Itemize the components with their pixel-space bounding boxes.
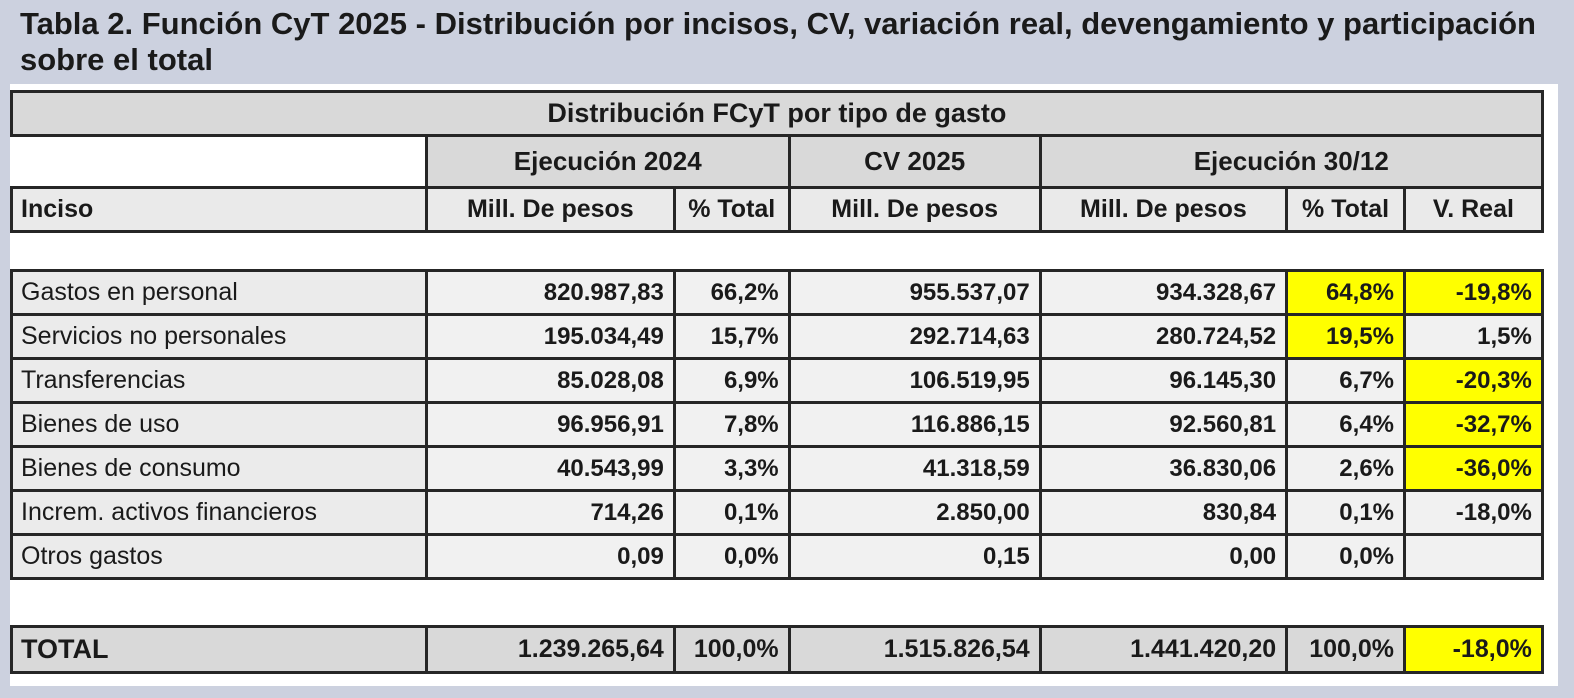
table-caption: Distribución FCyT por tipo de gasto: [10, 90, 1544, 137]
row-label: Transferencias: [10, 357, 428, 404]
value-cell: 0,00: [1038, 533, 1289, 580]
value-cell: 280.724,52: [1038, 313, 1289, 360]
fcyt-table: Distribución FCyT por tipo de gasto Ejec…: [10, 90, 1544, 674]
column-header-ej3012-pesos: Mill. De pesos: [1038, 186, 1289, 233]
value-cell: 41.318,59: [787, 445, 1042, 492]
value-cell: -36,0%: [1403, 445, 1544, 492]
value-cell: 955.537,07: [787, 269, 1042, 316]
row-label: Bienes de uso: [10, 401, 428, 448]
value-cell: -19,8%: [1403, 269, 1544, 316]
value-cell: -18,0%: [1403, 625, 1544, 674]
column-header-cv2025-pesos: Mill. De pesos: [787, 186, 1042, 233]
table-row: Gastos en personal 820.987,83 66,2% 955.537…: [10, 269, 1544, 316]
value-cell: 116.886,15: [787, 401, 1042, 448]
value-cell: 100,0%: [1285, 625, 1406, 674]
value-cell: 934.328,67: [1038, 269, 1289, 316]
value-cell: 6,9%: [672, 357, 791, 404]
column-header-ej3012-pct: % Total: [1285, 186, 1406, 233]
table-row: Transferencias 85.028,08 6,9% 106.519,95 96.…: [10, 357, 1544, 404]
value-cell: 92.560,81: [1038, 401, 1289, 448]
value-cell: 1.515.826,54: [787, 625, 1042, 674]
spacer-cell: [11, 231, 1543, 271]
value-cell: 96.956,91: [424, 401, 676, 448]
group-header-row: Ejecución 2024 CV 2025 Ejecución 30/12: [11, 134, 1544, 189]
value-cell: 292.714,63: [787, 313, 1042, 360]
total-row: TOTAL 1.239.265,64 100,0% 1.515.826,54 1.441…: [10, 625, 1544, 674]
column-header-inciso: Inciso: [10, 186, 428, 233]
caption-row: Distribución FCyT por tipo de gasto: [10, 90, 1544, 137]
column-header-row: Inciso Mill. De pesos % Total Mill. De p…: [10, 186, 1544, 233]
table-row: Bienes de uso 96.956,91 7,8% 116.886,15 92.5…: [10, 401, 1544, 448]
column-header-vreal: V. Real: [1403, 186, 1544, 233]
value-cell: 1.441.420,20: [1038, 625, 1289, 674]
value-cell: 820.987,83: [424, 269, 676, 316]
row-label: Otros gastos: [10, 533, 428, 580]
value-cell: 0,0%: [672, 533, 791, 580]
spacer-cell: [11, 578, 1543, 627]
group-header-ejecucion-2024: Ejecución 2024: [424, 134, 791, 189]
table-row: Servicios no personales 195.034,49 15,7% 29…: [10, 313, 1544, 360]
row-label: Bienes de consumo: [10, 445, 428, 492]
page-title: Tabla 2. Función CyT 2025 - Distribución…: [20, 6, 1536, 77]
value-cell: -32,7%: [1403, 401, 1544, 448]
value-cell: 106.519,95: [787, 357, 1042, 404]
value-cell: 7,8%: [672, 401, 791, 448]
table-row: Bienes de consumo 40.543,99 3,3% 41.318,59 3…: [10, 445, 1544, 492]
value-cell: 64,8%: [1285, 269, 1406, 316]
value-cell: 714,26: [424, 489, 676, 536]
value-cell: 3,3%: [672, 445, 791, 492]
value-cell: 100,0%: [672, 625, 791, 674]
value-cell: 19,5%: [1285, 313, 1406, 360]
spacer-row: [11, 578, 1543, 627]
table-row: Increm. activos financieros 714,26 0,1% 2.8…: [10, 489, 1544, 536]
group-header-cv-2025: CV 2025: [787, 134, 1042, 189]
row-label: Gastos en personal: [10, 269, 428, 316]
value-cell: 0,0%: [1285, 533, 1406, 580]
value-cell: 40.543,99: [424, 445, 676, 492]
value-cell: 36.830,06: [1038, 445, 1289, 492]
value-cell: 2,6%: [1285, 445, 1406, 492]
document: Distribución FCyT por tipo de gasto Ejec…: [10, 84, 1558, 686]
row-label: Increm. activos financieros: [10, 489, 428, 536]
column-header-ej2024-pct: % Total: [672, 186, 791, 233]
row-label: Servicios no personales: [10, 313, 428, 360]
value-cell: 0,09: [424, 533, 676, 580]
value-cell: 195.034,49: [424, 313, 676, 360]
value-cell: 66,2%: [672, 269, 791, 316]
value-cell: 1,5%: [1403, 313, 1544, 360]
value-cell: 0,1%: [1285, 489, 1406, 536]
value-cell: 96.145,30: [1038, 357, 1289, 404]
column-header-ej2024-pesos: Mill. De pesos: [424, 186, 676, 233]
value-cell: 1.239.265,64: [424, 625, 676, 674]
value-cell: 85.028,08: [424, 357, 676, 404]
blank-cell: [11, 135, 427, 188]
value-cell: 6,7%: [1285, 357, 1406, 404]
row-label: TOTAL: [10, 625, 428, 674]
value-cell: 2.850,00: [787, 489, 1042, 536]
value-cell: 830,84: [1038, 489, 1289, 536]
value-cell: -20,3%: [1403, 357, 1544, 404]
table-body: Gastos en personal 820.987,83 66,2% 955.537…: [10, 231, 1544, 674]
table-row: Otros gastos 0,09 0,0% 0,15 0,00 0,0%: [10, 533, 1544, 580]
value-cell: 0,15: [787, 533, 1042, 580]
spacer-row: [11, 231, 1543, 271]
value-cell: [1403, 533, 1544, 580]
value-cell: 6,4%: [1285, 401, 1406, 448]
title-bar: Tabla 2. Función CyT 2025 - Distribución…: [0, 0, 1574, 84]
group-header-ejecucion-3012: Ejecución 30/12: [1038, 134, 1544, 189]
value-cell: -18,0%: [1403, 489, 1544, 536]
value-cell: 15,7%: [672, 313, 791, 360]
value-cell: 0,1%: [672, 489, 791, 536]
